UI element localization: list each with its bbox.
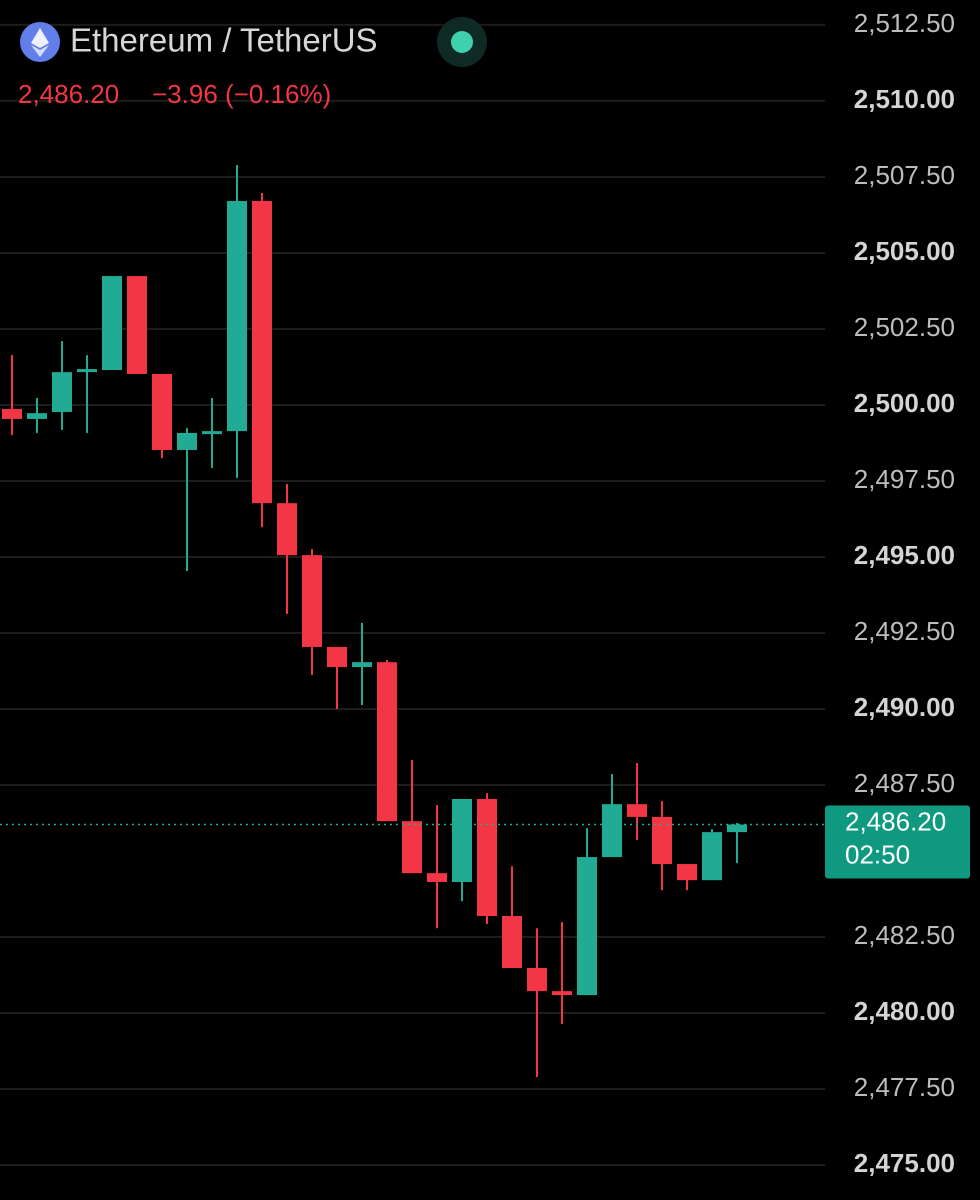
candle-body xyxy=(202,431,222,435)
candle-body xyxy=(477,798,497,917)
y-tick-label: 2,482.50 xyxy=(854,920,955,950)
candle-body xyxy=(252,200,272,504)
candle-body xyxy=(152,373,172,450)
y-tick-label: 2,507.50 xyxy=(854,160,955,190)
price-tag-value: 2,486.20 xyxy=(845,806,946,836)
candle-body xyxy=(552,991,572,996)
candle-body xyxy=(577,857,597,996)
y-tick-label: 2,495.00 xyxy=(854,540,955,570)
candle-body xyxy=(2,408,22,419)
candle-body xyxy=(377,662,397,822)
y-tick-label: 2,510.00 xyxy=(854,84,955,114)
eth-logo-bottom xyxy=(31,45,49,57)
candle-body xyxy=(427,873,447,882)
candle-body xyxy=(102,276,122,371)
candle-body xyxy=(352,662,372,668)
grid xyxy=(0,23,825,1167)
quote-change: −3.96 (−0.16%) xyxy=(152,79,331,109)
candle-body xyxy=(677,864,697,881)
candle-body xyxy=(27,413,47,419)
y-tick-label: 2,505.00 xyxy=(854,236,955,266)
candle-body xyxy=(452,798,472,882)
candle-body xyxy=(177,432,197,450)
y-tick-label: 2,497.50 xyxy=(854,464,955,494)
candle-body xyxy=(402,821,422,874)
candle-body xyxy=(227,200,247,432)
candle-body xyxy=(77,369,97,373)
y-tick-label: 2,500.00 xyxy=(854,388,955,418)
candle-body xyxy=(627,804,647,817)
status-dot xyxy=(451,31,473,53)
candle-body xyxy=(502,916,522,969)
candle-body xyxy=(602,804,622,858)
candle-body xyxy=(327,646,347,668)
y-tick-label: 2,477.50 xyxy=(854,1072,955,1102)
y-tick-label: 2,490.00 xyxy=(854,692,955,722)
candle-body xyxy=(127,276,147,374)
quote-price: 2,486.20 xyxy=(18,79,119,109)
eth-logo-top xyxy=(31,28,49,48)
y-tick-label: 2,492.50 xyxy=(854,616,955,646)
candle-body xyxy=(277,503,297,556)
price-axis: 2,512.50 2,510.00 2,507.50 2,505.00 2,502.50… xyxy=(854,8,955,1178)
y-tick-label: 2,512.50 xyxy=(854,8,955,38)
candle-body xyxy=(652,816,672,865)
candles xyxy=(2,165,747,1078)
price-tag xyxy=(825,805,970,879)
candle-body xyxy=(727,824,747,833)
header: Ethereum / TetherUS 2,486.20 −3.96 (−0.1… xyxy=(18,17,487,109)
y-tick-label: 2,487.50 xyxy=(854,768,955,798)
candle-body xyxy=(527,968,547,992)
candle-body xyxy=(302,555,322,647)
candle-body xyxy=(52,372,72,412)
y-tick-label: 2,480.00 xyxy=(854,996,955,1026)
y-tick-label: 2,502.50 xyxy=(854,312,955,342)
y-tick-label: 2,475.00 xyxy=(854,1148,955,1178)
symbol-title: Ethereum / TetherUS xyxy=(70,22,378,59)
candle-body xyxy=(702,832,722,881)
price-tag-countdown: 02:50 xyxy=(845,839,910,869)
